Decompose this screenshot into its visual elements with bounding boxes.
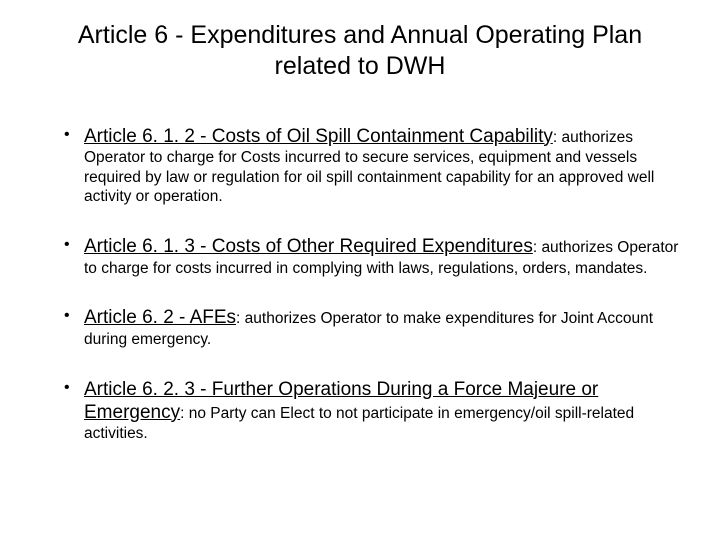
list-item: Article 6. 2 - AFEs: authorizes Operator… bbox=[64, 306, 680, 349]
list-item: Article 6. 1. 3 - Costs of Other Require… bbox=[64, 235, 680, 278]
item-lead: Article 6. 1. 2 - Costs of Oil Spill Con… bbox=[84, 126, 553, 147]
list-item: Article 6. 1. 2 - Costs of Oil Spill Con… bbox=[64, 125, 680, 208]
item-lead: Article 6. 2 - AFEs bbox=[84, 307, 236, 328]
bullet-list: Article 6. 1. 2 - Costs of Oil Spill Con… bbox=[40, 125, 680, 444]
slide-title: Article 6 - Expenditures and Annual Oper… bbox=[40, 20, 680, 83]
list-item: Article 6. 2. 3 - Further Operations Dur… bbox=[64, 378, 680, 444]
item-lead: Article 6. 1. 3 - Costs of Other Require… bbox=[84, 236, 533, 257]
